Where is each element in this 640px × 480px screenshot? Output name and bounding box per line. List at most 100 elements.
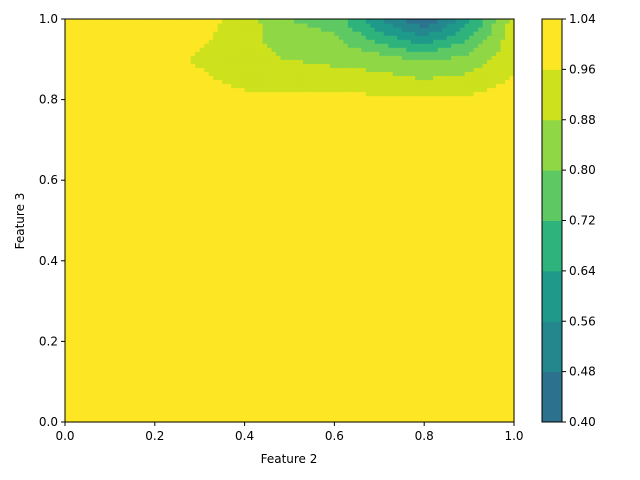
contour-cell [293, 240, 300, 246]
contour-cell [325, 280, 331, 286]
contour-cell [208, 385, 214, 391]
contour-cell [329, 240, 335, 246]
contour-cell [374, 260, 380, 266]
contour-cell [240, 353, 246, 359]
contour-cell [226, 313, 232, 318]
contour-cell [437, 333, 443, 338]
contour-cell [136, 313, 142, 318]
contour-cell [78, 325, 84, 330]
contour-cell [168, 413, 174, 419]
contour-cell [235, 337, 241, 342]
contour-cell [204, 365, 210, 371]
contour-cell [302, 264, 309, 270]
contour-cell [311, 393, 318, 399]
contour-cell [316, 393, 322, 399]
contour-cell [276, 341, 282, 347]
contour-cell [105, 272, 111, 278]
contour-cell [365, 405, 371, 411]
contour-cell [316, 260, 322, 266]
contour-cell [343, 248, 349, 254]
contour-cell [73, 240, 80, 246]
contour-cell [271, 409, 277, 415]
contour-cell [352, 248, 358, 254]
contour-cell [136, 260, 142, 266]
contour-cell [419, 369, 425, 375]
contour-cell [132, 401, 138, 407]
contour-cell [397, 244, 403, 250]
contour-cell [347, 353, 353, 359]
contour-cell [428, 293, 434, 298]
contour-cell [370, 301, 376, 306]
contour-cell [69, 301, 75, 306]
contour-cell [186, 361, 192, 367]
contour-cell [123, 341, 129, 347]
contour-cell [356, 272, 362, 278]
contour-cell [293, 301, 300, 306]
contour-cell [424, 405, 430, 411]
contour-cell [392, 353, 398, 359]
contour-cell [365, 397, 371, 403]
contour-cell [469, 244, 475, 250]
contour-cell [127, 361, 133, 367]
contour-cell [190, 329, 196, 334]
contour-cell [325, 232, 331, 238]
contour-cell [222, 260, 228, 266]
contour-cell [240, 228, 246, 234]
contour-cell [258, 248, 264, 254]
contour-cell [186, 333, 192, 338]
contour-cell [199, 329, 205, 334]
contour-cell [82, 260, 89, 266]
contour-cell [365, 365, 371, 371]
contour-cell [361, 401, 367, 407]
contour-cell [442, 301, 448, 306]
contour-cell [159, 244, 165, 250]
contour-cell [419, 264, 425, 270]
contour-cell [69, 260, 75, 266]
contour-cell [204, 337, 210, 342]
contour-cell [91, 405, 98, 411]
contour-cell [280, 337, 286, 342]
contour-cell [91, 361, 98, 367]
contour-cell [343, 297, 349, 302]
contour-cell [105, 293, 111, 298]
contour-cell [199, 244, 205, 250]
contour-cell [186, 353, 192, 359]
contour-cell [352, 301, 358, 306]
contour-cell [114, 393, 120, 399]
contour-cell [352, 224, 358, 230]
contour-cell [231, 405, 237, 411]
contour-cell [406, 301, 412, 306]
contour-cell [338, 228, 344, 234]
contour-cell [177, 284, 183, 290]
contour-cell [249, 337, 255, 342]
contour-cell [285, 373, 291, 379]
contour-cell [118, 321, 124, 326]
contour-cell [379, 325, 385, 330]
contour-cell [123, 417, 129, 423]
contour-cell [451, 345, 457, 351]
contour-cell [163, 297, 169, 302]
contour-cell [105, 309, 111, 314]
contour-cell [235, 373, 241, 379]
contour-cell [249, 349, 255, 355]
contour-cell [383, 317, 389, 322]
contour-cell [123, 329, 129, 334]
contour-cell [298, 341, 304, 347]
contour-cell [163, 240, 169, 246]
contour-cell [109, 284, 115, 290]
contour-cell [361, 301, 367, 306]
contour-cell [487, 397, 493, 403]
contour-cell [419, 260, 425, 266]
contour-cell [370, 220, 376, 226]
contour-cell [213, 252, 219, 258]
contour-cell [365, 289, 371, 294]
contour-cell [325, 228, 331, 234]
contour-cell [87, 373, 93, 379]
contour-cell [118, 256, 124, 262]
contour-cell [491, 276, 497, 282]
contour-cell [397, 289, 403, 294]
contour-cell [177, 268, 183, 274]
contour-cell [383, 341, 389, 347]
contour-cell [159, 417, 165, 423]
contour-cell [383, 333, 389, 338]
